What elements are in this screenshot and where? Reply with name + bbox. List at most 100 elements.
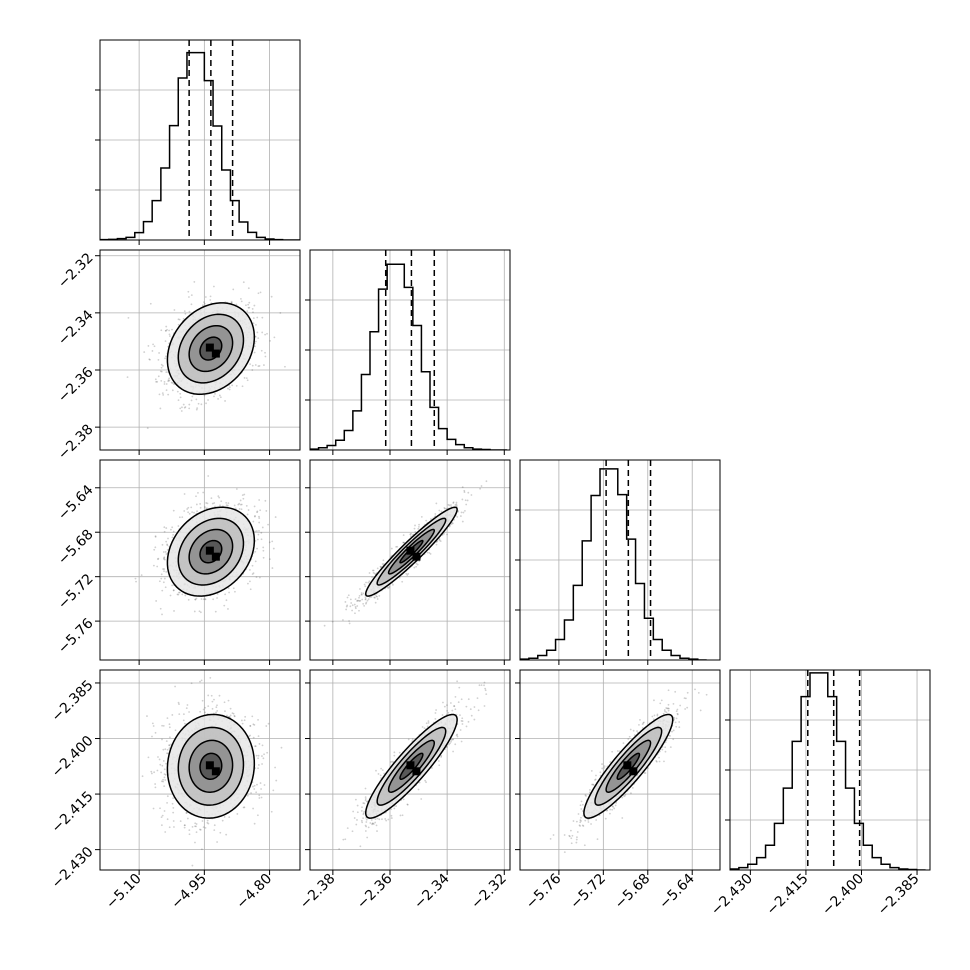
histogram-panel-0	[95, 39, 301, 245]
sample-point	[415, 562, 418, 565]
sample-point	[227, 608, 229, 610]
sample-point	[216, 709, 219, 712]
sample-point	[274, 516, 277, 518]
sample-point	[191, 825, 194, 828]
corner-panels: −2.38−2.36−2.34−2.32−5.76−5.72−5.68−5.64…	[49, 39, 931, 919]
sample-point	[152, 343, 154, 346]
sample-point	[388, 585, 391, 588]
sample-point	[372, 571, 375, 574]
sample-point	[279, 312, 282, 314]
sample-point	[444, 507, 446, 510]
sample-point	[396, 545, 399, 548]
sample-point	[171, 382, 174, 384]
sample-point	[182, 403, 185, 406]
sample-point	[215, 711, 217, 714]
sample-point	[205, 502, 208, 504]
sample-point	[354, 605, 357, 608]
sample-point	[380, 565, 382, 568]
sample-point	[409, 535, 412, 538]
sample-point	[225, 501, 228, 504]
sample-point	[197, 402, 200, 405]
sample-point	[331, 620, 334, 623]
sample-point	[191, 511, 194, 514]
sample-point	[152, 807, 155, 810]
sample-point	[190, 399, 193, 402]
sample-point	[166, 752, 168, 755]
sample-point	[163, 768, 166, 771]
sample-point	[358, 596, 360, 599]
sample-point	[211, 502, 214, 505]
sample-point	[246, 379, 249, 382]
sample-point	[253, 788, 256, 790]
sample-point	[246, 513, 249, 516]
sample-point	[157, 375, 160, 378]
sample-point	[193, 511, 195, 514]
sample-point	[443, 506, 446, 509]
sample-point	[420, 515, 423, 518]
sample-point	[347, 594, 350, 597]
sample-point	[187, 506, 190, 509]
sample-point	[415, 565, 418, 568]
sample-point	[172, 530, 175, 533]
sample-point	[418, 523, 420, 526]
sample-point	[195, 503, 198, 506]
sample-point	[178, 516, 181, 519]
sample-point	[233, 715, 236, 718]
sample-point	[448, 525, 451, 528]
sample-point	[165, 355, 167, 358]
sample-point	[435, 502, 438, 505]
y-tick-label: −2.36	[55, 364, 97, 406]
sample-point	[195, 398, 198, 401]
sample-point	[374, 601, 377, 604]
sample-point	[344, 601, 347, 603]
sample-point	[467, 491, 470, 494]
sample-point	[364, 585, 367, 588]
density-peak	[211, 349, 220, 358]
sample-point	[240, 300, 243, 303]
sample-point	[257, 757, 260, 760]
sample-point	[247, 306, 250, 309]
sample-point	[461, 520, 464, 523]
sample-point	[160, 577, 163, 580]
sample-point	[158, 580, 161, 583]
sample-point	[460, 511, 463, 514]
sample-point	[171, 714, 174, 716]
sample-point	[213, 395, 215, 398]
sample-point	[266, 751, 269, 754]
histogram-panel-1	[305, 249, 511, 455]
sample-point	[202, 708, 205, 711]
sample-point	[165, 383, 168, 385]
sample-point	[224, 710, 226, 713]
sample-point	[232, 712, 235, 715]
sample-point	[450, 504, 452, 506]
sample-point	[407, 572, 410, 575]
sample-point	[260, 531, 263, 534]
sample-point	[479, 487, 481, 490]
sample-point	[197, 491, 199, 494]
sample-point	[146, 427, 149, 430]
sample-point	[436, 540, 439, 543]
sample-point	[150, 772, 153, 775]
sample-point	[207, 475, 210, 477]
sample-point	[154, 731, 157, 734]
sample-point	[200, 679, 203, 682]
sample-point	[190, 294, 193, 297]
sample-point	[161, 392, 164, 395]
sample-point	[199, 503, 202, 505]
sample-point	[439, 540, 442, 543]
sample-point	[156, 565, 159, 568]
sample-point	[178, 591, 181, 594]
sample-point	[163, 530, 166, 533]
sample-point	[162, 394, 165, 396]
sample-point	[256, 511, 258, 514]
sample-point	[157, 756, 159, 758]
sample-point	[378, 594, 381, 597]
sample-point	[260, 788, 262, 790]
sample-point	[202, 491, 205, 494]
sample-point	[207, 399, 209, 401]
sample-point	[354, 598, 357, 601]
sample-point	[249, 569, 251, 571]
sample-point	[461, 498, 464, 501]
sample-point	[448, 504, 451, 507]
sample-point	[462, 511, 465, 514]
